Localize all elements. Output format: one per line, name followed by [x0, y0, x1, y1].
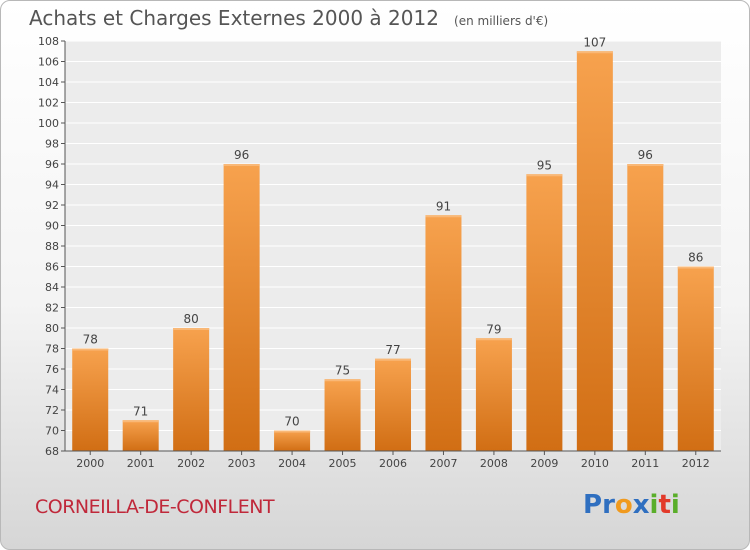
x-tick-label: 2003	[228, 457, 256, 470]
logo-letter: t	[658, 490, 671, 520]
bar-value-label: 107	[583, 35, 606, 49]
y-tick-label: 92	[45, 199, 59, 212]
bar	[627, 164, 664, 451]
y-tick-label: 108	[38, 35, 59, 48]
bar-value-label: 80	[184, 312, 199, 326]
x-tick-label: 2001	[127, 457, 155, 470]
bar	[475, 338, 512, 451]
x-tick-label: 2007	[429, 457, 457, 470]
bar	[72, 348, 109, 451]
bar-cap	[324, 379, 361, 382]
logo-letter: r	[602, 490, 615, 520]
chart-title: Achats et Charges Externes 2000 à 2012	[29, 6, 439, 30]
x-tick-label: 2010	[581, 457, 609, 470]
bar-cap	[173, 328, 210, 330]
bar	[274, 430, 311, 451]
y-tick-label: 88	[45, 240, 59, 253]
bar-cap	[677, 266, 714, 269]
bar	[173, 328, 210, 451]
bar-cap	[72, 348, 109, 351]
bar-cap	[274, 430, 311, 433]
bar-value-label: 96	[638, 148, 653, 162]
bar-cap	[425, 215, 462, 218]
bar-value-label: 70	[284, 415, 299, 429]
y-tick-label: 98	[45, 138, 59, 151]
bar-cap	[627, 164, 664, 166]
y-tick-label: 96	[45, 158, 59, 171]
bar	[576, 51, 613, 451]
bar-value-label: 79	[486, 322, 501, 336]
bar	[526, 174, 563, 451]
x-tick-label: 2008	[480, 457, 508, 470]
x-tick-label: 2005	[329, 457, 357, 470]
y-tick-label: 78	[45, 343, 59, 356]
bar-value-label: 75	[335, 363, 350, 377]
bar	[122, 420, 159, 451]
bar-cap	[375, 358, 411, 361]
y-tick-label: 102	[38, 97, 59, 110]
y-tick-label: 74	[45, 384, 59, 397]
logo-letter: i	[649, 490, 659, 520]
bar-cap	[475, 338, 512, 341]
bar-value-label: 96	[234, 148, 249, 162]
y-tick-label: 82	[45, 302, 59, 315]
y-tick-label: 90	[45, 220, 59, 233]
bar-value-label: 71	[133, 404, 148, 418]
x-tick-label: 2004	[278, 457, 306, 470]
y-tick-label: 68	[45, 445, 59, 458]
y-tick-label: 72	[45, 404, 59, 417]
bar	[324, 379, 361, 451]
bar-value-label: 95	[537, 158, 552, 172]
y-tick-label: 104	[38, 76, 59, 89]
y-tick-label: 86	[45, 261, 59, 274]
y-tick-label: 106	[38, 56, 59, 69]
bar-value-label: 91	[436, 199, 451, 213]
y-tick-label: 94	[45, 179, 59, 192]
x-tick-label: 2006	[379, 457, 407, 470]
bar	[223, 164, 260, 451]
proxiti-logo: Proxiti	[583, 490, 680, 520]
bar-value-label: 86	[688, 251, 703, 265]
y-tick-label: 80	[45, 322, 59, 335]
logo-letter: i	[670, 490, 680, 520]
logo-letter: o	[614, 490, 633, 520]
x-tick-label: 2000	[76, 457, 104, 470]
bar-cap	[576, 51, 613, 54]
bar	[425, 215, 462, 451]
x-tick-label: 2002	[177, 457, 205, 470]
chart-unit: (en milliers d'€)	[454, 14, 549, 28]
y-tick-label: 84	[45, 281, 59, 294]
y-tick-label: 70	[45, 425, 59, 438]
x-tick-label: 2011	[631, 457, 659, 470]
bar-value-label: 77	[385, 343, 400, 357]
y-tick-label: 100	[38, 117, 59, 130]
chart-title-row: Achats et Charges Externes 2000 à 2012 (…	[29, 6, 548, 30]
logo-letter: P	[583, 490, 603, 520]
bar-cap	[526, 174, 563, 177]
x-tick-label: 2009	[530, 457, 558, 470]
bar-cap	[122, 420, 159, 423]
bar-cap	[223, 164, 260, 166]
bar	[375, 358, 411, 451]
commune-name: CORNEILLA-DE-CONFLENT	[35, 496, 275, 518]
bar-value-label: 78	[83, 333, 98, 347]
y-tick-label: 76	[45, 363, 59, 376]
logo-letter: x	[632, 490, 650, 520]
x-tick-label: 2012	[682, 457, 710, 470]
bar	[677, 266, 714, 451]
